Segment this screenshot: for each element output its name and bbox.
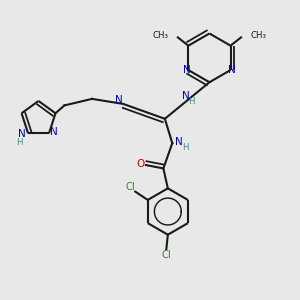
Text: N: N xyxy=(229,65,236,75)
Text: N: N xyxy=(18,129,26,140)
Text: H: H xyxy=(188,97,194,106)
Text: Cl: Cl xyxy=(161,250,171,260)
Text: N: N xyxy=(183,65,190,75)
Text: CH₃: CH₃ xyxy=(250,31,266,40)
Text: N: N xyxy=(182,91,190,100)
Text: CH₃: CH₃ xyxy=(153,31,169,40)
Text: H: H xyxy=(16,138,23,147)
Text: N: N xyxy=(50,127,58,137)
Text: H: H xyxy=(182,143,189,152)
Text: Cl: Cl xyxy=(125,182,135,192)
Text: O: O xyxy=(136,159,144,169)
Text: N: N xyxy=(175,137,183,147)
Text: N: N xyxy=(115,95,122,105)
